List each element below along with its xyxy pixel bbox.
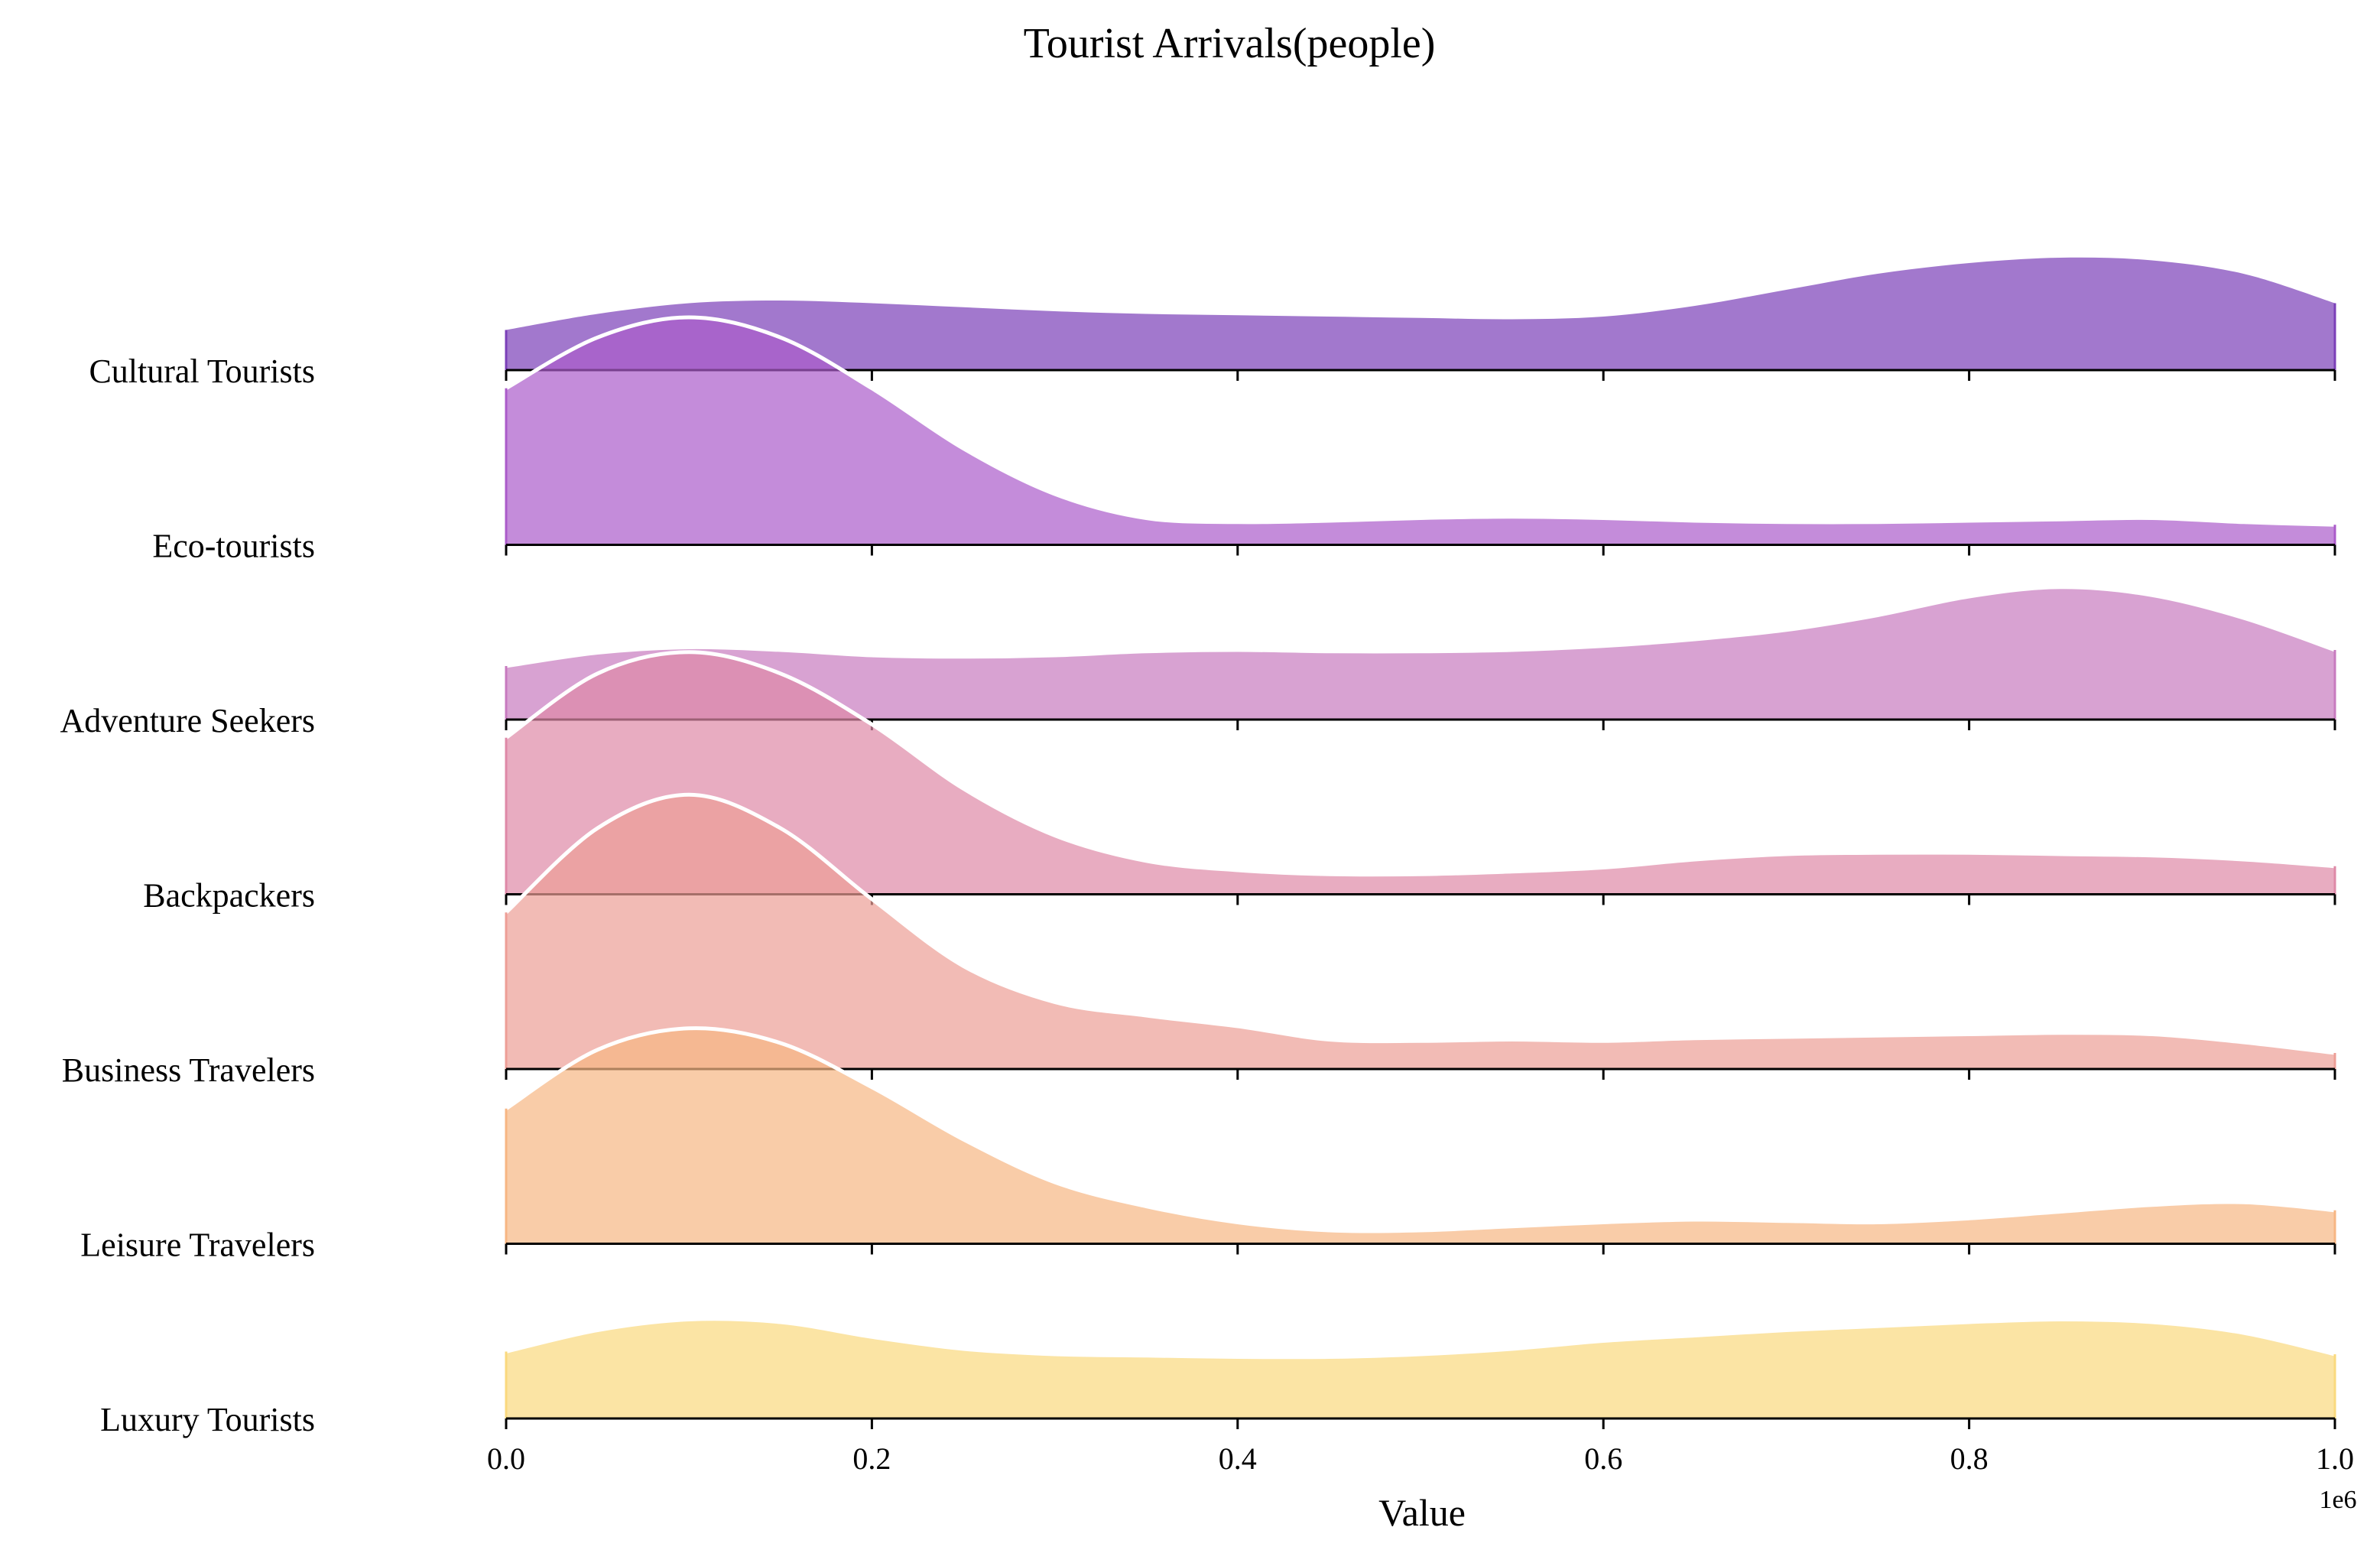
category-label: Eco-tourists: [152, 528, 315, 565]
category-label: Business Travelers: [62, 1051, 315, 1089]
ridge-area: [506, 794, 2335, 1069]
ridge-outline: [505, 1317, 2336, 1360]
x-tick-label: 0.4: [1219, 1441, 1257, 1476]
ridge-2: Eco-tourists: [152, 315, 2336, 565]
x-tick-label: 0.6: [1584, 1441, 1622, 1476]
x-offset-label: 1e6: [2319, 1486, 2356, 1514]
ridge-1: Cultural Tourists: [89, 257, 2336, 390]
x-tick-label: 0.2: [852, 1441, 891, 1476]
x-tick-label: 0.8: [1950, 1441, 1989, 1476]
ridge-outline: [505, 315, 2336, 527]
category-label: Luxury Tourists: [100, 1401, 315, 1438]
category-label: Cultural Tourists: [89, 353, 315, 390]
ridge-outline: [505, 1026, 2336, 1233]
ridge-3: Adventure Seekers: [60, 585, 2336, 739]
x-tick-label: 1.0: [2316, 1441, 2354, 1476]
x-axis-label: Value: [1378, 1491, 1466, 1534]
category-label: Adventure Seekers: [60, 702, 315, 739]
ridges: Cultural Tourists Eco-tourists Adventure S…: [60, 257, 2336, 1438]
ridge-outline: [505, 792, 2336, 1055]
category-label: Backpackers: [143, 877, 315, 915]
ridge-area: [506, 257, 2335, 370]
ridge-area: [506, 1318, 2335, 1418]
ridge-area: [506, 587, 2335, 720]
ridge-area: [506, 652, 2335, 895]
ridge-7: Luxury Tourists: [100, 1317, 2336, 1438]
ridge-5: Business Travelers: [62, 792, 2336, 1089]
ridge-outline: [505, 585, 2336, 668]
x-tick-label: 0.0: [487, 1441, 525, 1476]
ridge-area: [506, 1028, 2335, 1244]
ridge-area: [506, 317, 2335, 545]
x-axis: 0.0 0.2 0.4 0.6 0.8 1.0: [487, 1441, 2354, 1476]
ridge-outline: [505, 650, 2336, 877]
chart-title: Tourist Arrivals(people): [1024, 20, 1436, 67]
category-label: Leisure Travelers: [80, 1227, 315, 1264]
ridge-6: Leisure Travelers: [80, 1026, 2336, 1264]
